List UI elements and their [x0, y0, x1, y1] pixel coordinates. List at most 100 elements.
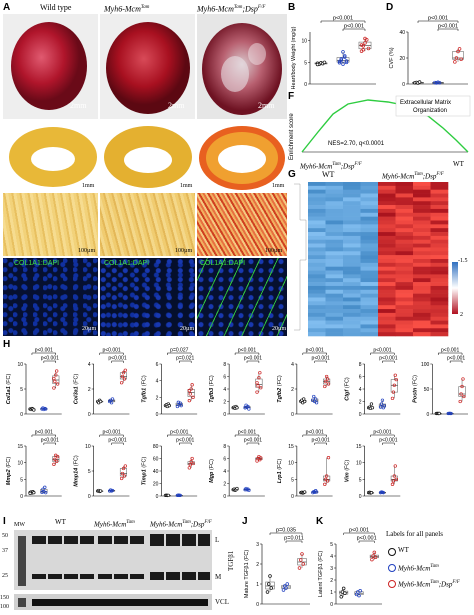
- heatmap-cell: [395, 285, 414, 291]
- data-point: [123, 368, 127, 372]
- data-point: [343, 591, 347, 595]
- f-ylabel: Enrichment score: [289, 113, 295, 160]
- pvalue-label: p<0.001: [441, 348, 459, 354]
- heatmap-cell: [308, 289, 326, 294]
- y-tick-label: 10: [17, 461, 23, 467]
- heatmap-cell: [325, 220, 344, 225]
- y-axis-label: Timp1 (FC): [141, 457, 147, 486]
- heatmap-cell: [378, 185, 396, 190]
- heatmap-cell: [343, 309, 361, 314]
- heatmap-cell: [395, 182, 414, 187]
- data-point: [28, 491, 32, 495]
- data-point: [363, 36, 367, 41]
- data-point: [437, 80, 442, 85]
- data-point: [119, 476, 124, 481]
- heatmap-cell: [343, 208, 361, 214]
- heatmap-cell: [378, 212, 396, 217]
- heatmap-cell: [378, 328, 396, 333]
- heatmap-cell: [378, 220, 396, 225]
- data-point: [52, 386, 56, 390]
- heatmap-cell: [413, 332, 431, 337]
- heatmap-cell: [395, 312, 414, 318]
- y-axis-label: CVF (%): [389, 47, 395, 68]
- i-mw: MW: [14, 522, 25, 528]
- heatmap-cell: [413, 278, 431, 283]
- y-tick-label: 20: [399, 56, 405, 62]
- data-point: [303, 399, 307, 404]
- data-point: [120, 471, 125, 476]
- data-point: [363, 41, 367, 45]
- box: [390, 379, 398, 393]
- y-tick-label: 0: [20, 412, 23, 418]
- pvalue-label: p<0.001: [438, 24, 458, 30]
- panel-label-h: H: [3, 339, 11, 350]
- data-point: [372, 550, 377, 555]
- data-point: [235, 486, 239, 491]
- heatmap-cell: [430, 247, 449, 252]
- f-es-curve: [301, 99, 469, 153]
- heatmap-cell: [395, 301, 414, 306]
- heatmap-cell: [308, 247, 326, 252]
- y-tick-label: 1: [256, 582, 259, 588]
- heatmap-cell: [308, 255, 326, 260]
- heatmap-cell: [395, 262, 414, 267]
- data-point: [303, 490, 307, 494]
- heatmap-cell: [413, 182, 431, 187]
- data-point: [110, 397, 115, 401]
- box: [458, 386, 466, 397]
- y-tick-label: 10: [356, 461, 362, 467]
- data-point: [460, 384, 464, 389]
- if-wt: [3, 258, 98, 336]
- heatmap-cell: [308, 320, 326, 325]
- data-point: [255, 381, 259, 385]
- heatmap-cell: [308, 205, 326, 210]
- heatmap-cell: [413, 285, 431, 291]
- legend: Labels for all panels WT Myh6-McmTam Myh…: [386, 530, 472, 612]
- heatmap-cell: [413, 259, 431, 264]
- pvalue-label: p<0.001: [41, 356, 59, 362]
- heatmap-cell: [343, 305, 361, 310]
- heatmap-cell: [378, 182, 396, 187]
- data-point: [243, 406, 247, 410]
- heatmap-cell: [325, 309, 344, 314]
- data-point: [341, 62, 345, 66]
- section-dsp-svg: [199, 126, 285, 190]
- heatmap-cell: [360, 301, 379, 306]
- data-point: [187, 399, 191, 403]
- heatmap-cell: [343, 274, 361, 279]
- heatmap-cell: [343, 262, 361, 267]
- heatmap-cell: [395, 297, 414, 302]
- heatmap-cell: [325, 320, 344, 325]
- heatmap-cell: [378, 312, 396, 318]
- data-point: [121, 371, 126, 375]
- y-tick-label: 0: [156, 494, 159, 500]
- heatmap-cell: [308, 185, 326, 190]
- heart-image-dsp: [197, 14, 287, 119]
- data-point: [285, 582, 290, 586]
- heatmap-cell: [395, 328, 414, 333]
- heatmap-cell: [378, 189, 396, 194]
- data-point: [121, 466, 126, 471]
- heatmap-cell: [378, 197, 396, 202]
- data-point: [326, 382, 331, 386]
- heatmap-cell: [413, 232, 431, 237]
- heatmap-cell: [430, 216, 449, 221]
- scalebar-a1: 2mm: [70, 101, 87, 110]
- i-band-l: L: [215, 536, 220, 544]
- heatmap-cell: [343, 224, 361, 229]
- heatmap-cell: [325, 201, 344, 206]
- scalebar-c5: 100µm: [175, 248, 193, 254]
- data-point: [268, 574, 272, 578]
- section-wt: [3, 122, 98, 192]
- heatmap-cell: [343, 182, 361, 187]
- data-point: [369, 491, 374, 495]
- box: [119, 468, 127, 477]
- data-point: [361, 48, 366, 52]
- heatmap-cell: [343, 320, 361, 325]
- heatmap-cell: [378, 289, 396, 294]
- heatmap-cell: [325, 278, 344, 283]
- data-point: [247, 407, 251, 411]
- legend-dot-dsp: [388, 580, 396, 588]
- y-tick-label: 5: [304, 60, 307, 66]
- pvalue-label: p<0.001: [373, 348, 391, 354]
